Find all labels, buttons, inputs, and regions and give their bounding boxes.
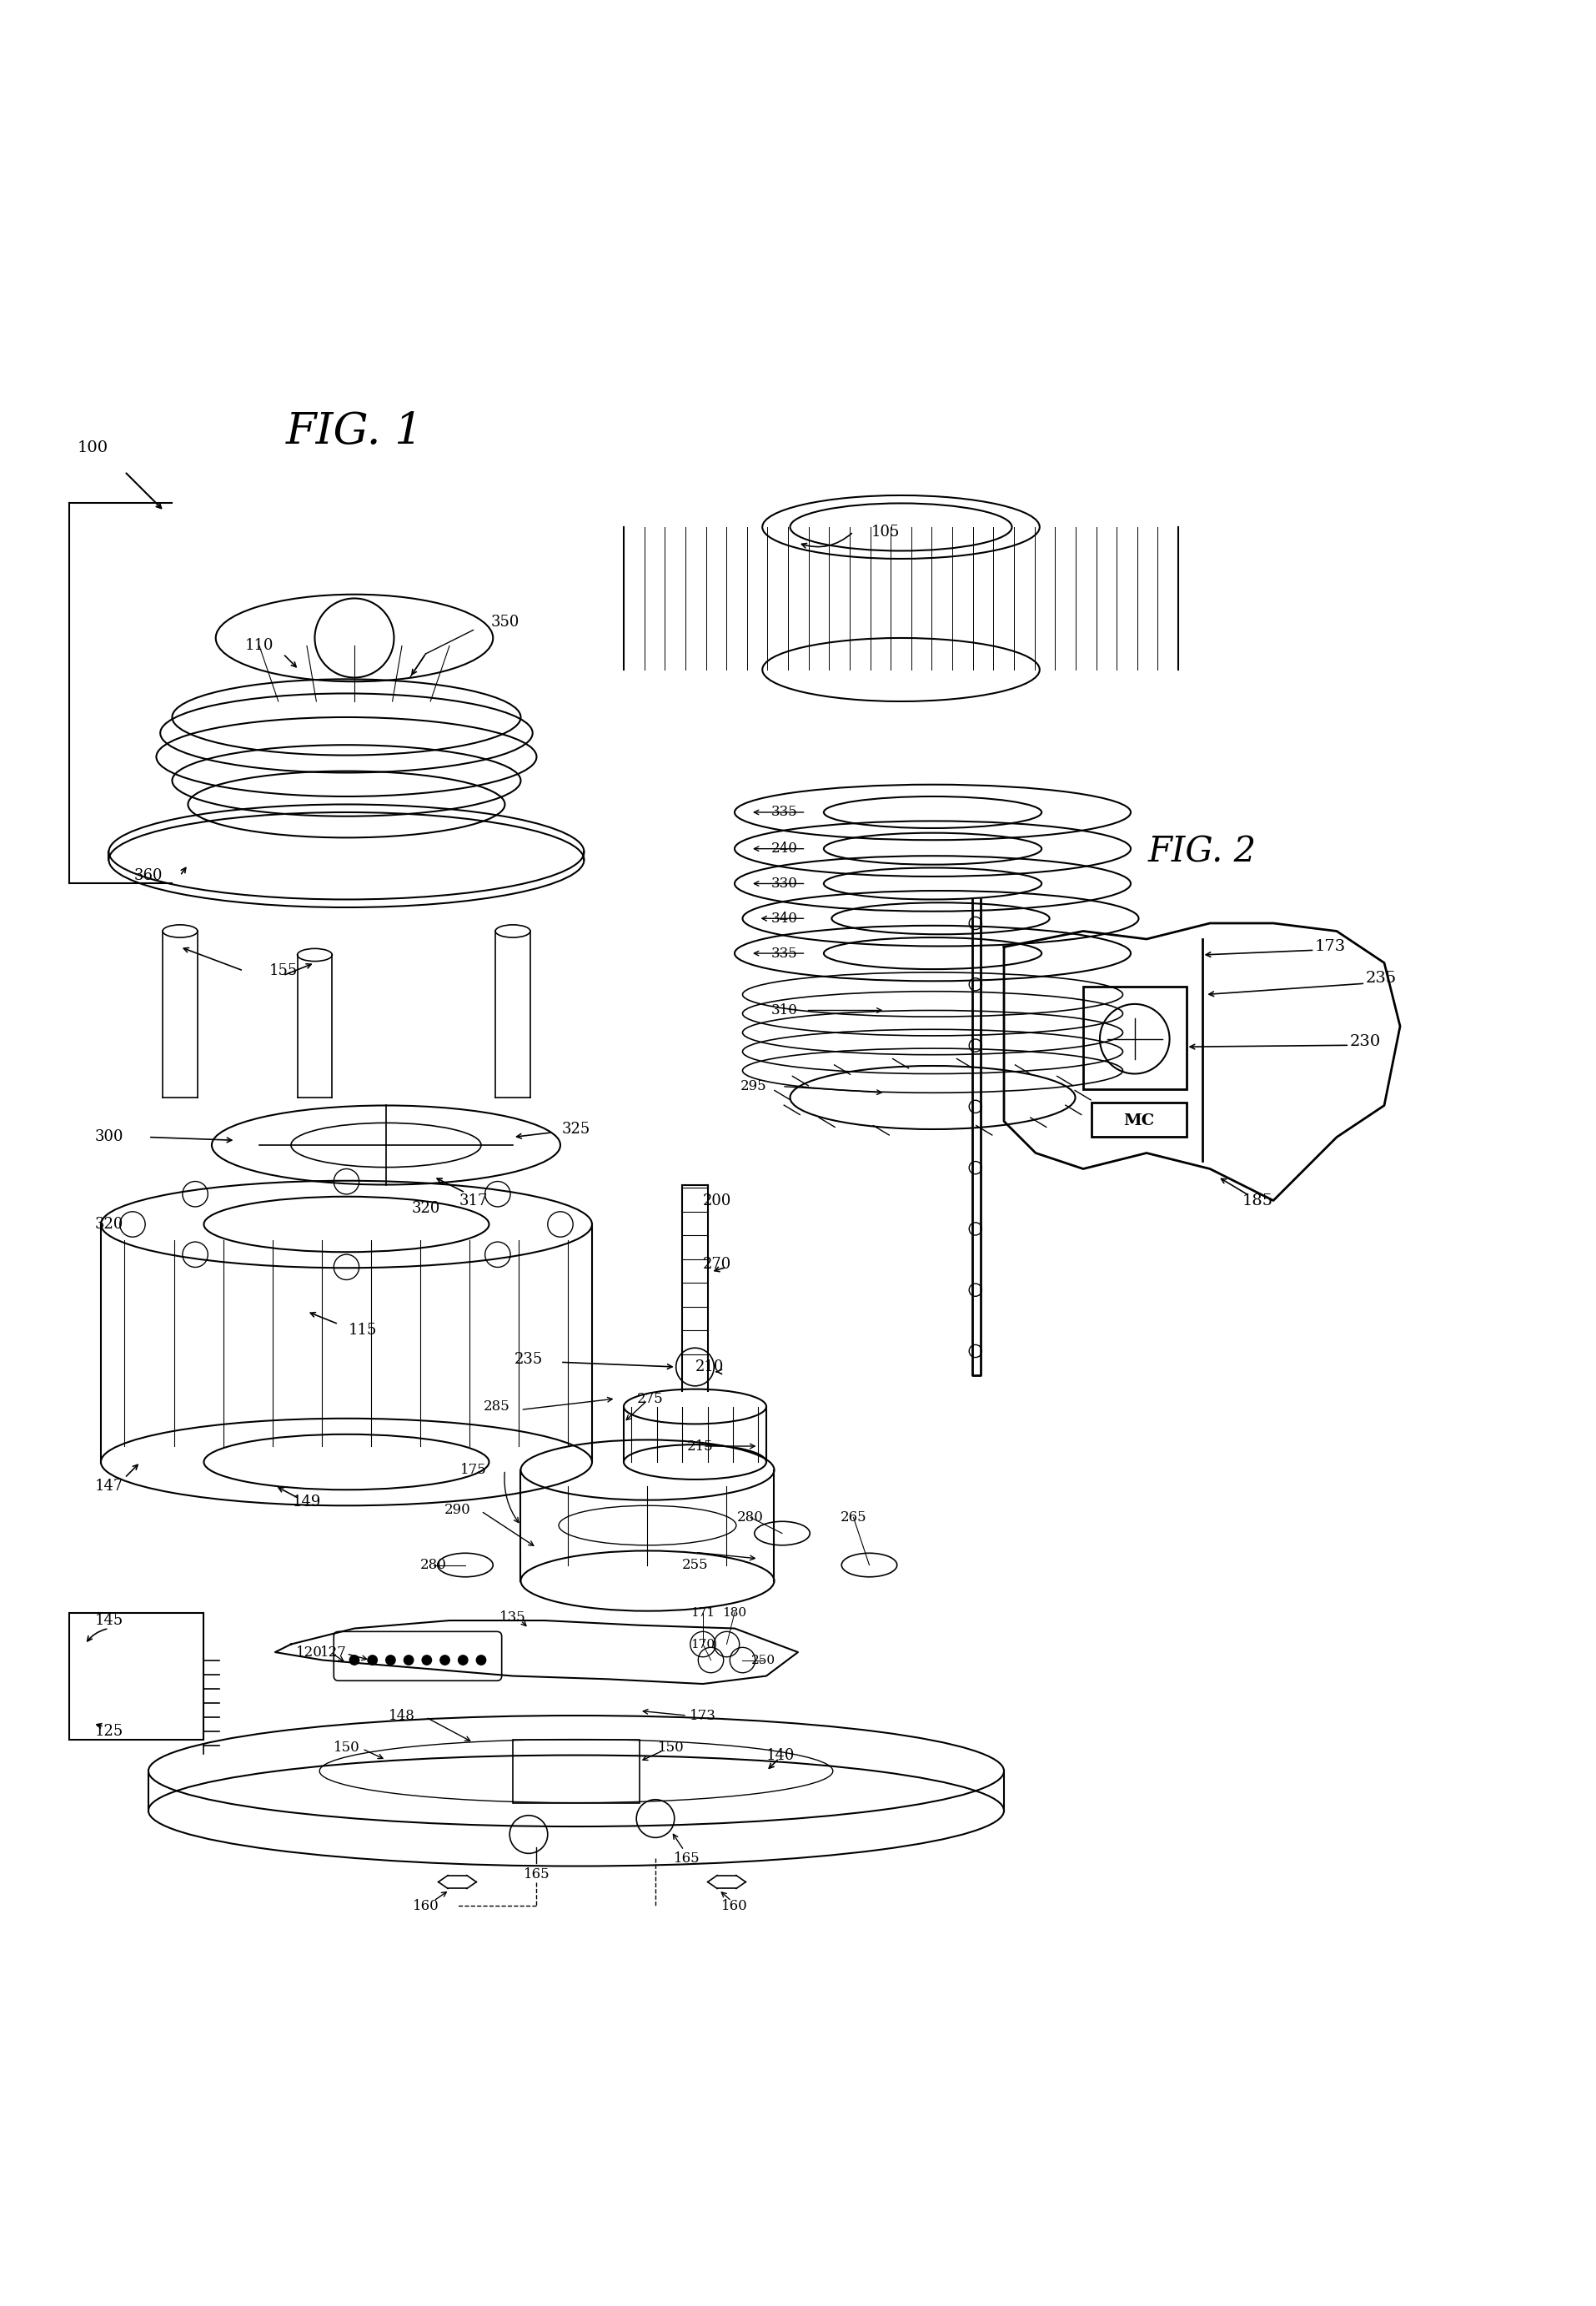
Text: 185: 185 xyxy=(1242,1192,1274,1208)
Text: 300: 300 xyxy=(94,1130,123,1144)
Bar xyxy=(69,1612,204,1739)
Circle shape xyxy=(476,1656,485,1665)
Text: 149: 149 xyxy=(292,1494,321,1508)
Text: 320: 320 xyxy=(412,1201,440,1215)
Text: 173: 173 xyxy=(689,1709,717,1723)
Text: 110: 110 xyxy=(244,639,273,653)
Bar xyxy=(1092,1102,1186,1137)
Text: 235: 235 xyxy=(1365,971,1396,987)
Text: 100: 100 xyxy=(78,440,109,454)
Text: FIG. 1: FIG. 1 xyxy=(286,410,423,454)
Text: 340: 340 xyxy=(771,911,798,925)
Text: 265: 265 xyxy=(839,1510,867,1524)
Text: 255: 255 xyxy=(681,1559,709,1573)
Text: 148: 148 xyxy=(388,1709,415,1723)
Text: 140: 140 xyxy=(766,1748,795,1762)
Text: 330: 330 xyxy=(771,876,798,890)
Text: 125: 125 xyxy=(94,1725,123,1739)
Circle shape xyxy=(386,1656,396,1665)
Text: 215: 215 xyxy=(688,1439,713,1453)
Text: 147: 147 xyxy=(94,1478,123,1494)
Text: 280: 280 xyxy=(420,1559,447,1573)
Text: 325: 325 xyxy=(562,1121,591,1137)
Text: 295: 295 xyxy=(741,1079,766,1093)
Text: 240: 240 xyxy=(771,842,798,856)
Circle shape xyxy=(458,1656,468,1665)
Circle shape xyxy=(421,1656,431,1665)
Text: 135: 135 xyxy=(500,1610,527,1623)
Text: 150: 150 xyxy=(334,1741,359,1755)
Text: 350: 350 xyxy=(490,616,519,630)
Text: 275: 275 xyxy=(637,1391,664,1407)
Text: 290: 290 xyxy=(444,1504,471,1517)
Circle shape xyxy=(404,1656,413,1665)
Text: 210: 210 xyxy=(694,1361,723,1374)
Circle shape xyxy=(367,1656,377,1665)
Circle shape xyxy=(440,1656,450,1665)
Text: 335: 335 xyxy=(771,805,798,819)
Text: 115: 115 xyxy=(348,1324,377,1337)
Text: 170: 170 xyxy=(691,1640,715,1651)
Circle shape xyxy=(350,1656,359,1665)
Text: MC: MC xyxy=(1124,1114,1154,1130)
Text: 200: 200 xyxy=(702,1192,731,1208)
Bar xyxy=(1084,987,1186,1091)
Text: 160: 160 xyxy=(412,1898,439,1912)
Text: 230: 230 xyxy=(1349,1035,1381,1049)
Text: 280: 280 xyxy=(737,1510,764,1524)
Text: 171: 171 xyxy=(691,1607,715,1619)
Text: 155: 155 xyxy=(268,964,297,978)
Text: 165: 165 xyxy=(523,1868,549,1882)
Text: 145: 145 xyxy=(94,1612,123,1628)
Text: FIG. 2: FIG. 2 xyxy=(1148,835,1256,869)
Text: 173: 173 xyxy=(1315,939,1345,955)
Text: 335: 335 xyxy=(771,945,798,959)
Text: 180: 180 xyxy=(723,1607,747,1619)
Text: 235: 235 xyxy=(514,1351,543,1367)
Text: 105: 105 xyxy=(871,523,900,540)
Text: 120: 120 xyxy=(297,1644,322,1660)
Text: 317: 317 xyxy=(460,1192,487,1208)
Text: 127: 127 xyxy=(319,1644,346,1660)
Text: 320: 320 xyxy=(94,1218,123,1231)
Text: 360: 360 xyxy=(134,867,163,883)
Text: 165: 165 xyxy=(674,1852,701,1866)
Text: 250: 250 xyxy=(752,1653,776,1665)
Text: 150: 150 xyxy=(658,1741,685,1755)
Text: 175: 175 xyxy=(460,1462,487,1478)
Text: 285: 285 xyxy=(484,1400,511,1414)
Text: 310: 310 xyxy=(771,1003,798,1017)
Text: 270: 270 xyxy=(702,1257,731,1271)
Text: 160: 160 xyxy=(721,1898,749,1912)
